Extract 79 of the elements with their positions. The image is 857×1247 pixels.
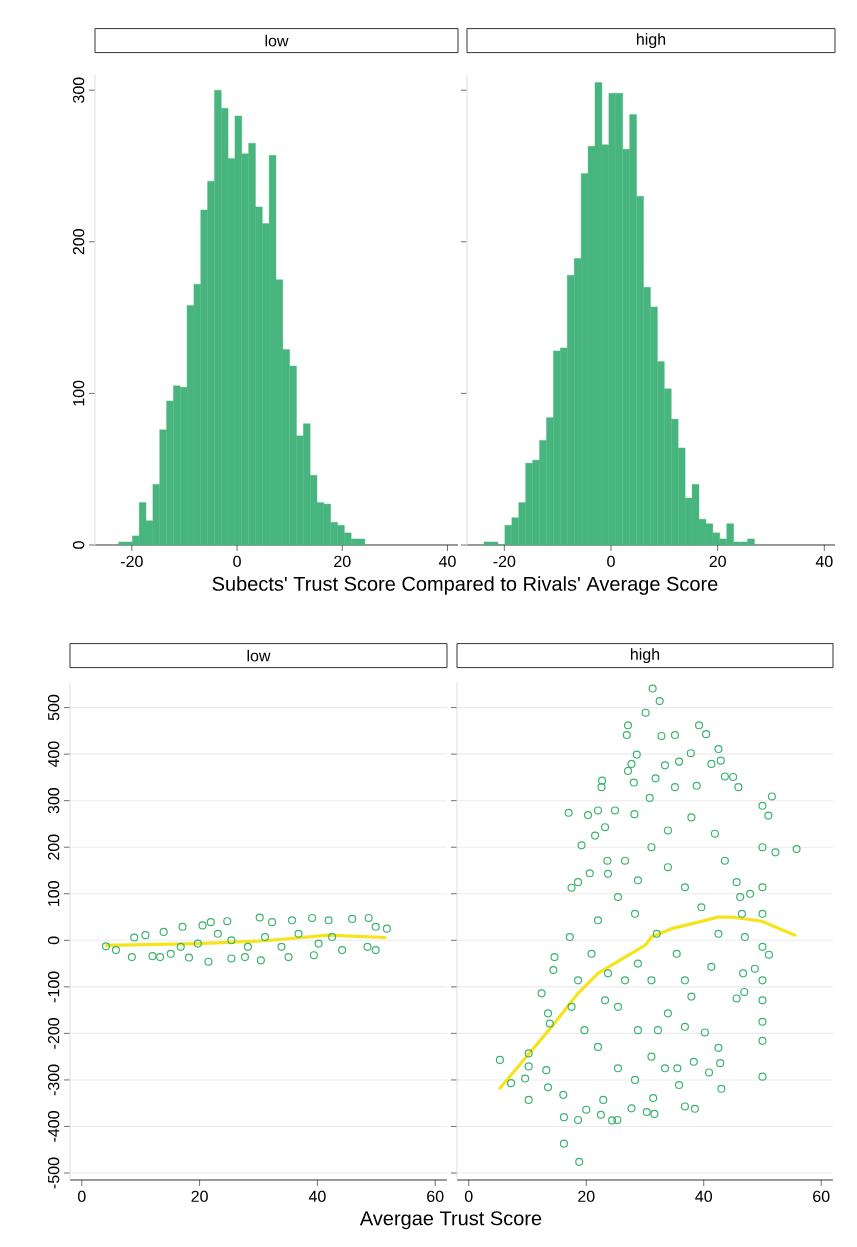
point	[141, 931, 150, 940]
point	[314, 939, 323, 948]
point	[206, 918, 215, 927]
x-tick-label: 20	[334, 555, 351, 568]
point	[130, 933, 139, 942]
y-tick-label: 300	[47, 787, 60, 814]
x-tick-label: 0	[233, 555, 241, 568]
y-tick-label: -100	[47, 971, 60, 1003]
point	[284, 952, 293, 962]
point	[371, 922, 380, 931]
point	[204, 957, 213, 966]
point	[309, 951, 318, 960]
point	[156, 952, 165, 962]
y-tick-label: 200	[72, 229, 85, 255]
chart-title: low	[265, 34, 289, 47]
x-tick-label: -20	[493, 555, 516, 568]
y-tick-label: 0	[47, 936, 60, 945]
point	[328, 932, 337, 942]
point	[101, 942, 110, 951]
x-tick-label: 40	[695, 1190, 713, 1203]
point	[338, 946, 347, 955]
point	[255, 913, 264, 922]
point	[184, 953, 194, 962]
y-tick-label: 400	[47, 741, 60, 768]
point	[308, 913, 317, 923]
x-tick-label: 0	[464, 1190, 473, 1203]
y-tick-label: 500	[47, 694, 60, 721]
y-tick-label: 100	[47, 881, 60, 906]
point	[227, 954, 236, 963]
y-tick-label: 100	[72, 380, 85, 406]
point	[198, 921, 207, 930]
point	[364, 913, 373, 923]
x-tick-label: 20	[709, 555, 726, 568]
y-tick-label: -500	[47, 1157, 60, 1189]
y-tick-label: -400	[47, 1111, 60, 1142]
point	[371, 946, 380, 955]
x-tick-label: 60	[813, 1190, 830, 1203]
point	[166, 949, 175, 958]
point	[277, 942, 286, 951]
point	[127, 952, 136, 962]
point	[193, 939, 202, 948]
point	[213, 929, 222, 938]
point	[178, 922, 187, 931]
point	[227, 936, 236, 945]
y-tick-label: 300	[72, 77, 85, 103]
point	[294, 929, 303, 938]
y-tick-label: -300	[47, 1064, 60, 1096]
x-tick-label: 60	[427, 1190, 444, 1203]
point	[148, 952, 157, 961]
point	[260, 932, 270, 942]
y-tick-label: 200	[47, 834, 60, 860]
point	[267, 918, 277, 927]
y-tick-label: 0	[72, 541, 85, 549]
x-axis-title: Avergae Trust Score	[359, 1211, 542, 1230]
point	[176, 942, 185, 951]
line-series	[104, 933, 387, 948]
point	[348, 914, 357, 923]
x-tick-label: 40	[308, 1190, 326, 1203]
x-tick-label: 20	[578, 1190, 595, 1203]
x-tick-label: 20	[191, 1190, 208, 1203]
point	[324, 916, 333, 925]
chart-title: low	[247, 649, 271, 662]
y-tick-label: -200	[47, 1018, 60, 1049]
point	[243, 942, 252, 951]
point	[363, 942, 372, 951]
chart-title: high	[636, 33, 666, 49]
x-tick-label: -20	[120, 555, 143, 568]
point	[111, 946, 121, 955]
chart-title: high	[630, 648, 660, 664]
point	[223, 917, 232, 926]
x-tick-label: 0	[607, 555, 615, 568]
point	[288, 916, 297, 925]
x-tick-label: 40	[815, 555, 833, 568]
x-tick-label: 40	[438, 555, 456, 568]
x-axis-title: Subects' Trust Score Compared to Rivals' Average Score	[212, 576, 718, 595]
point	[382, 924, 391, 933]
point	[159, 927, 168, 936]
point	[256, 956, 265, 965]
point	[240, 952, 250, 962]
